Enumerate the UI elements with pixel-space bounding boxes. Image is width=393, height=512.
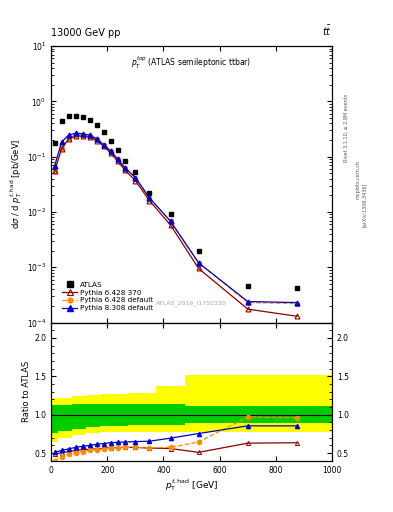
Text: Rivet 3.1.10, ≥ 2.8M events: Rivet 3.1.10, ≥ 2.8M events [344, 94, 349, 162]
ATLAS [295, 285, 299, 291]
ATLAS [73, 113, 78, 119]
Text: [arXiv:1306.3436]: [arXiv:1306.3436] [362, 183, 367, 227]
ATLAS [52, 140, 57, 146]
Y-axis label: Ratio to ATLAS: Ratio to ATLAS [22, 361, 31, 422]
ATLAS [116, 147, 120, 154]
ATLAS [168, 210, 173, 217]
ATLAS [196, 247, 201, 253]
Y-axis label: d$\sigma$ / d $p_\mathrm{T}^{t,\mathrm{had}}$ [pb/GeV]: d$\sigma$ / d $p_\mathrm{T}^{t,\mathrm{h… [9, 139, 24, 229]
Text: $p_T^{top}$ (ATLAS semileptonic ttbar): $p_T^{top}$ (ATLAS semileptonic ttbar) [131, 54, 252, 71]
Legend: ATLAS, Pythia 6.428 370, Pythia 6.428 default, Pythia 8.308 default: ATLAS, Pythia 6.428 370, Pythia 6.428 de… [60, 279, 156, 314]
ATLAS [123, 158, 127, 164]
ATLAS [108, 138, 113, 144]
ATLAS [101, 129, 106, 135]
ATLAS [133, 169, 138, 176]
ATLAS [245, 283, 250, 289]
Line: ATLAS: ATLAS [52, 113, 299, 290]
ATLAS [147, 190, 152, 196]
ATLAS [87, 116, 92, 122]
ATLAS [66, 113, 71, 119]
X-axis label: $p_\mathrm{T}^{t,\mathrm{had}}$ [GeV]: $p_\mathrm{T}^{t,\mathrm{had}}$ [GeV] [165, 477, 219, 493]
Text: mcplots.cern.ch: mcplots.cern.ch [356, 160, 361, 199]
ATLAS [94, 121, 99, 127]
ATLAS [80, 114, 85, 120]
ATLAS [59, 117, 64, 123]
Text: $t\bar{t}$: $t\bar{t}$ [322, 25, 332, 38]
Text: ATLAS_2019_I1750330: ATLAS_2019_I1750330 [156, 300, 227, 306]
Text: 13000 GeV pp: 13000 GeV pp [51, 28, 121, 38]
